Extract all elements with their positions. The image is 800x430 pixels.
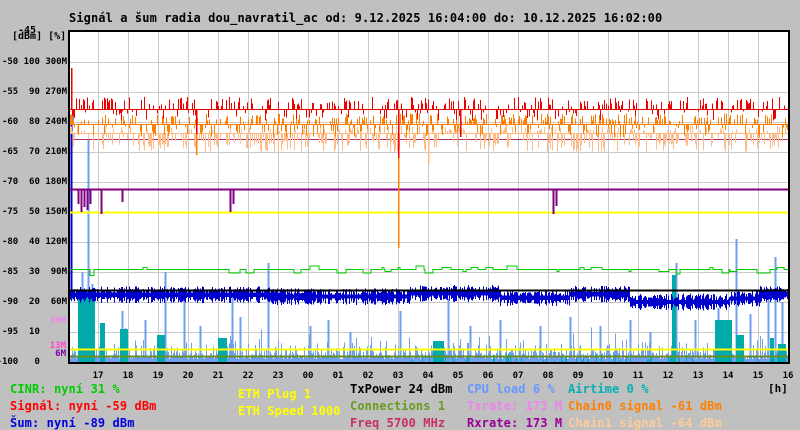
x-axis-tick-label: 01: [332, 371, 344, 381]
x-axis-tick-label: 21: [212, 371, 224, 381]
x-axis-tick-label: 20: [182, 371, 194, 381]
legend-item: Freq 5700 MHz: [350, 416, 446, 430]
y-axis-top-tick-label: -45: [18, 25, 37, 36]
x-axis-tick-label: 07: [512, 371, 524, 381]
legend-item: ETH Speed 1000: [238, 404, 341, 418]
y-axis-tick-label: -80 40 120M: [0, 237, 67, 247]
y-axis-tick-label: -50 100 300M: [0, 57, 67, 67]
legend-item: Rxrate: 173 M: [467, 416, 563, 430]
legend-item: CINR: nyní 31 %: [10, 382, 120, 396]
x-axis-tick-label: 15: [752, 371, 764, 381]
chart-canvas: [70, 32, 788, 362]
y-axis-tick-label: -90 20 60M: [0, 297, 67, 307]
y-axis-rate-marker-label: 6M: [55, 349, 66, 359]
gridlines: [70, 32, 788, 362]
series-noise: [70, 114, 788, 311]
x-axis-tick-label: 12: [662, 371, 674, 381]
x-axis-tick-label: 00: [302, 371, 314, 381]
y-axis-tick-label: -70 60 180M: [0, 177, 67, 187]
legend-item: TxPower 24 dBm: [350, 382, 453, 396]
x-axis-tick-label: 05: [452, 371, 464, 381]
x-axis-tick-label: 04: [422, 371, 434, 381]
y-axis-tick-label: -55 90 270M: [0, 87, 67, 97]
legend-item: Txrate: 173 M: [467, 399, 563, 413]
legend-item: Šum: nyní -89 dBm: [10, 416, 135, 430]
legend-item: Airtime 0 %: [568, 382, 649, 396]
y-axis-tick-label: -85 30 90M: [0, 267, 67, 277]
chart-title: Signál a šum radia dou_navratil_ac od: 9…: [69, 11, 663, 25]
x-axis-tick-label: 06: [482, 371, 494, 381]
x-axis-tick-label: 08: [542, 371, 554, 381]
legend-item: CPU load 6 %: [467, 382, 555, 396]
x-axis-tick-label: 23: [272, 371, 284, 381]
legend-item: Chain1 signal -64 dBm: [568, 416, 722, 430]
y-axis-tick-label: -95 10: [0, 327, 67, 337]
series-chain1: [70, 125, 788, 164]
legend-item: Signál: nyní -59 dBm: [10, 399, 157, 413]
y-axis-rate-marker-label: 39M: [49, 316, 66, 326]
y-axis-tick-label: -75 50 150M: [0, 207, 67, 217]
series-cinr: [70, 265, 788, 276]
legend-item: Connections 1: [350, 399, 446, 413]
x-axis-unit-label: [h]: [768, 382, 788, 395]
plot-area: [68, 30, 790, 364]
y-axis-units-label: [dBm] [%]: [12, 31, 67, 42]
x-axis-tick-label: 10: [602, 371, 614, 381]
y-axis-tick-label: -60 80 240M: [0, 117, 67, 127]
x-axis-tick-label: 13: [692, 371, 704, 381]
legend-item: ETH Plug 1: [238, 387, 312, 401]
x-axis-tick-label: 19: [152, 371, 164, 381]
x-axis-tick-label: 11: [632, 371, 644, 381]
y-axis-tick-label: -100 0: [0, 357, 67, 367]
x-axis-tick-label: 14: [722, 371, 734, 381]
x-axis-tick-label: 09: [572, 371, 584, 381]
series-rxrate: [70, 188, 788, 214]
x-axis-tick-label: 18: [122, 371, 134, 381]
y-axis-rate-marker-label: 13M: [49, 341, 66, 351]
series-signal: [70, 68, 788, 158]
legend-item: Chain0 signal -61 dBm: [568, 399, 722, 413]
x-axis-tick-label: 16: [782, 371, 794, 381]
x-axis-tick-label: 03: [392, 371, 404, 381]
x-axis-tick-label: 02: [362, 371, 374, 381]
y-axis-tick-label: -65 70 210M: [0, 147, 67, 157]
x-axis-tick-label: 22: [242, 371, 254, 381]
x-axis-tick-label: 17: [92, 371, 104, 381]
